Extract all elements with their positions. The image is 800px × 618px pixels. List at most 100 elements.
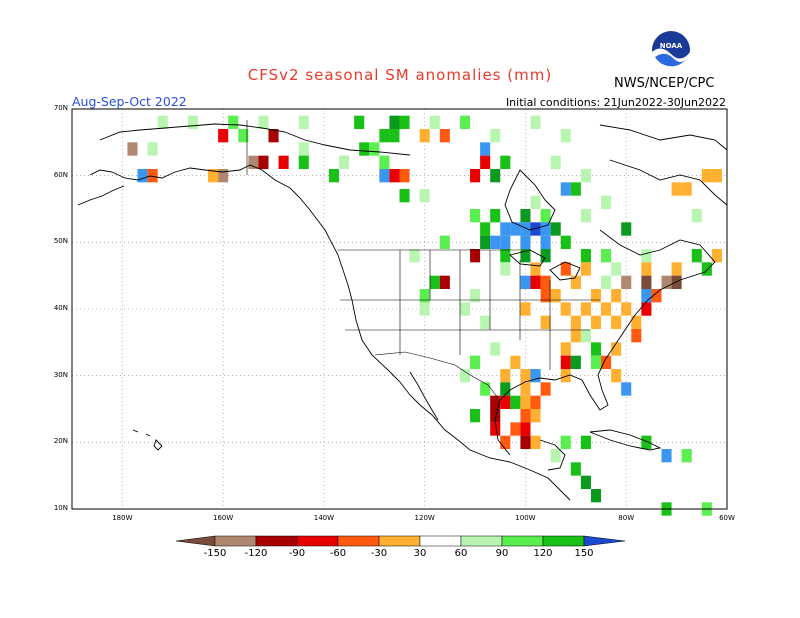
anomaly-cell [631,315,642,329]
anomaly-cell [328,169,340,183]
anomaly-cell [127,142,138,156]
anomaly-cell [570,315,581,329]
anomaly-cell [298,155,309,169]
anomaly-cell [560,435,571,449]
anomaly-cells [127,115,722,516]
lat-tick-label: 30N [53,370,68,379]
anomaly-cell [601,355,612,369]
anomaly-cell [459,302,471,316]
season-label: Aug-Sep-Oct 2022 [72,94,187,109]
colorbar-label: -60 [329,548,347,559]
anomaly-cell [550,155,561,169]
lon-tick-label: 140W [313,514,335,522]
anomaly-cell [661,275,672,289]
colorbar-label: 120 [533,548,553,559]
anomaly-cell [137,169,148,183]
lon-tick-label: 160W [212,514,234,522]
anomaly-cell [530,409,541,423]
anomaly-cell [530,395,541,409]
anomaly-cell [601,302,612,316]
colorbar-segment [378,535,421,547]
anomaly-cell [520,369,531,383]
anomaly-cell [157,115,168,129]
anomaly-cell [641,262,652,276]
colorbar-segment [214,535,257,547]
anomaly-cell [379,169,390,183]
anomaly-cell [480,382,491,396]
lon-tick-label: 180W [112,514,133,522]
anomaly-cell [631,329,642,343]
anomaly-cell [459,369,471,383]
anomaly-cell [520,422,531,436]
anomaly-cell [419,129,430,143]
anomaly-cell [470,355,481,369]
anomaly-cell [510,422,521,436]
anomaly-cell [520,209,531,223]
anomaly-cell [500,222,511,236]
anomaly-cell [399,169,410,183]
colorbar-segment [255,535,298,547]
anomaly-cell [580,249,591,263]
colorbar-label: -120 [244,548,268,559]
anomaly-cell [510,355,521,369]
anomaly-cell [389,115,400,129]
colorbar-label: 150 [574,548,594,559]
anomaly-cell [187,115,198,129]
anomaly-cell [409,249,420,263]
anomaly-cell [459,115,471,129]
anomaly-cell [490,409,501,423]
anomaly-cell [520,235,531,249]
anomaly-cell [439,129,450,143]
anomaly-cell [540,209,551,223]
anomaly-cell [691,249,702,263]
noaa-logo-icon: NOAA [652,31,690,70]
anomaly-cell [520,275,531,289]
anomaly-cell [661,449,672,463]
anomaly-cell [470,249,481,263]
anomaly-cell [530,369,541,383]
anomaly-cell [590,489,602,503]
anomaly-cell [147,142,158,156]
anomaly-cell [580,329,591,343]
anomaly-cell [359,142,370,156]
anomaly-cell [278,155,289,169]
anomaly-cell [470,169,481,183]
anomaly-cell [228,115,239,129]
colorbar-end-left [175,535,216,547]
anomaly-cell [369,142,380,156]
coastlines [77,123,728,501]
lon-tick-label: 120W [414,514,435,522]
anomaly-cell [480,222,491,236]
anomaly-cell [550,449,561,463]
anomaly-cell [641,275,652,289]
anomaly-cell [560,129,571,143]
anomaly-cell [641,435,652,449]
anomaly-cell [470,289,481,303]
anomaly-cell [560,369,571,383]
anomaly-cell [268,129,279,143]
svg-text:NOAA: NOAA [660,42,683,50]
anomaly-cell [580,262,591,276]
map-title: CFSv2 seasonal SM anomalies (mm) [247,66,553,84]
anomaly-cell [530,115,541,129]
anomaly-cell [570,182,581,196]
anomaly-cell [248,155,259,169]
lat-tick-label: 50N [53,237,68,246]
anomaly-cell [500,395,511,409]
anomaly-cell [711,169,722,183]
anomaly-cell [540,315,551,329]
anomaly-cell [490,342,501,356]
anomaly-cell [560,235,571,249]
anomaly-cell [590,342,602,356]
anomaly-cell [208,169,219,183]
anomaly-cell [540,222,551,236]
anomaly-cell [570,275,581,289]
anomaly-cell [611,315,622,329]
lat-tick-label: 60N [53,170,68,179]
initial-conditions-label: Initial conditions: 21Jun2022-30Jun2022 [505,96,726,109]
source-label: NWS/NCEP/CPC [614,76,715,91]
anomaly-cell [701,262,712,276]
anomaly-cell [480,155,491,169]
anomaly-cell [389,129,400,143]
colorbar-label: -30 [370,548,388,559]
